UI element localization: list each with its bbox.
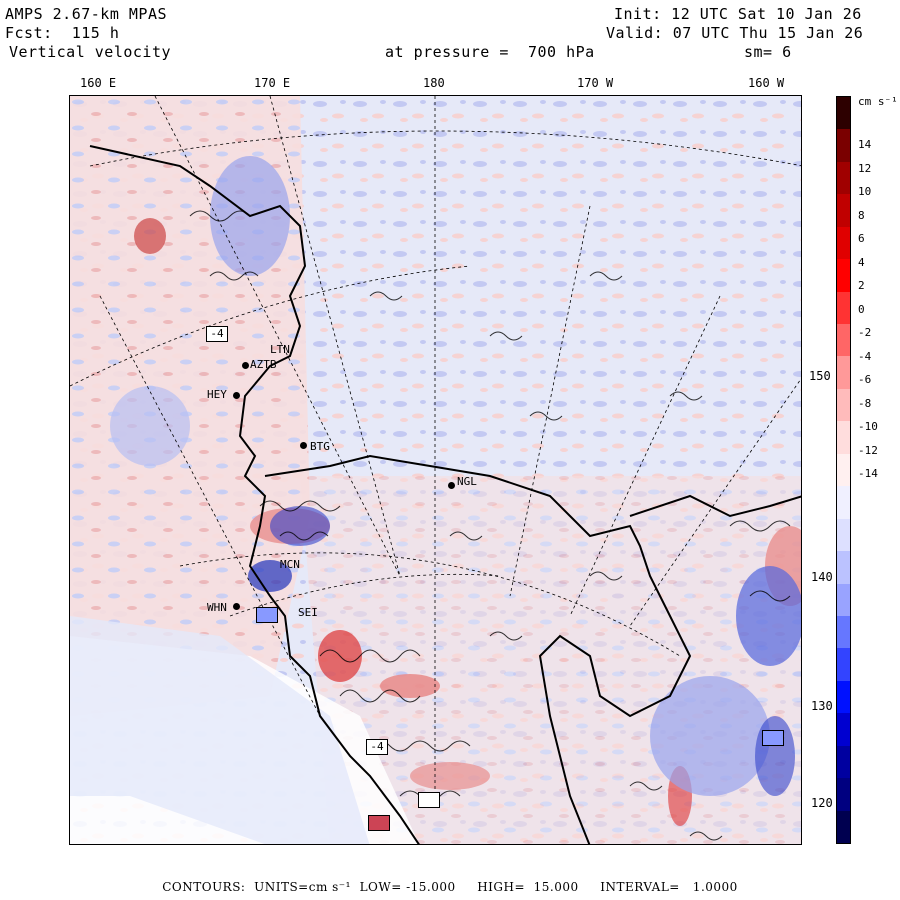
colorbar-segment: [837, 388, 850, 422]
graticule: [70, 96, 801, 796]
colorbar-segment: [837, 453, 850, 487]
contour-info: CONTOURS: UNITS=cm s⁻¹ LOW= -15.000 HIGH…: [162, 880, 738, 894]
strong-downdraft-patches: [110, 156, 801, 796]
colorbar-segment: [837, 356, 850, 390]
colorbar-segment: [837, 161, 850, 195]
station-label-sei: SEI: [298, 606, 318, 619]
marker-box: [762, 730, 784, 746]
colorbar-segment: [837, 713, 850, 747]
colorbar-segment: [837, 486, 850, 520]
lon-label-170e: 170 E: [254, 76, 291, 90]
colorbar: [836, 96, 851, 844]
colorbar-segment: [837, 518, 850, 552]
smoothing-value: sm= 6: [744, 43, 792, 61]
station-label-btg: BTG: [310, 440, 330, 453]
colorbar-unit: cm s⁻¹: [858, 95, 898, 108]
station-label-ngl: NGL: [457, 475, 477, 488]
valid-time: Valid: 07 UTC Thu 15 Jan 26: [606, 24, 864, 42]
init-time: Init: 12 UTC Sat 10 Jan 26: [614, 5, 862, 23]
colorbar-tick-label: 4: [858, 255, 865, 269]
colorbar-segment: [837, 324, 850, 357]
sw-ocean-field: [70, 616, 370, 844]
colorbar-segment: [837, 421, 850, 455]
map-panel: LTN AZTB HEY BTG NGL MCN WHN SEI -4 -4: [69, 95, 802, 845]
station-label-aztb: AZTB: [250, 358, 277, 371]
colorbar-tick-label: 0: [858, 302, 865, 316]
colorbar-segment: [837, 259, 850, 293]
colorbar-segment: [837, 583, 850, 617]
field-name: Vertical velocity: [9, 43, 172, 61]
colorbar-tick-label: 8: [858, 208, 865, 222]
station-label-hey: HEY: [207, 388, 227, 401]
colorbar-tick-label: 12: [858, 161, 872, 175]
station-label-whn: WHN: [207, 601, 227, 614]
station-marker-whn: [233, 603, 240, 610]
colorbar-tick-label: 2: [858, 279, 865, 292]
colorbar-segment: [837, 778, 850, 812]
colorbar-segment: [837, 291, 850, 325]
station-marker-hey: [233, 392, 240, 399]
colorbar-segment: [837, 129, 850, 163]
station-marker-ngl: [448, 482, 455, 489]
colorbar-segment: [837, 97, 850, 130]
lon-label-160e: 160 E: [80, 76, 117, 90]
marker-box: [418, 792, 440, 808]
colorbar-segment: [837, 615, 850, 649]
colorbar-segment: [837, 810, 850, 844]
station-marker-aztb: [242, 362, 249, 369]
marker-box: [368, 815, 390, 831]
colorbar-tick-label: 10: [858, 185, 872, 198]
pressure-level: at pressure = 700 hPa: [385, 43, 595, 61]
lon-label-170w: 170 W: [577, 76, 614, 90]
colorbar-segment: [837, 648, 850, 682]
colorbar-tick-label: -8: [858, 396, 872, 410]
model-title: AMPS 2.67-km MPAS: [5, 5, 168, 23]
marker-box: [256, 607, 278, 623]
colorbar-tick-label: -10: [858, 420, 878, 433]
colorbar-segment: [837, 680, 850, 714]
forecast-hour: Fcst: 115 h: [5, 24, 120, 42]
lon-label-180: 180: [423, 76, 445, 90]
coastline: [89, 145, 801, 844]
colorbar-segment: [837, 194, 850, 228]
minimum-label-box: -4: [366, 739, 388, 755]
colorbar-segment: [837, 226, 850, 260]
colorbar-tick-label: -12: [858, 443, 878, 457]
station-label-ltn: LTN: [270, 343, 290, 356]
colorbar-segment: [837, 745, 850, 779]
vertical-velocity-map: [70, 96, 801, 844]
colorbar-tick-label: -14: [858, 467, 878, 480]
colorbar-tick-label: -4: [858, 349, 872, 363]
colorbar-tick-label: -6: [858, 373, 872, 386]
lon-label-160w: 160 W: [748, 76, 785, 90]
colorbar-tick-label: -2: [858, 326, 872, 339]
colorbar-segment: [837, 551, 850, 584]
station-label-mcn: MCN: [280, 558, 300, 571]
station-marker-btg: [300, 442, 307, 449]
colorbar-tick-label: 6: [858, 232, 865, 245]
minimum-label-box: -4: [206, 326, 228, 342]
colorbar-tick-label: 14: [858, 138, 872, 151]
